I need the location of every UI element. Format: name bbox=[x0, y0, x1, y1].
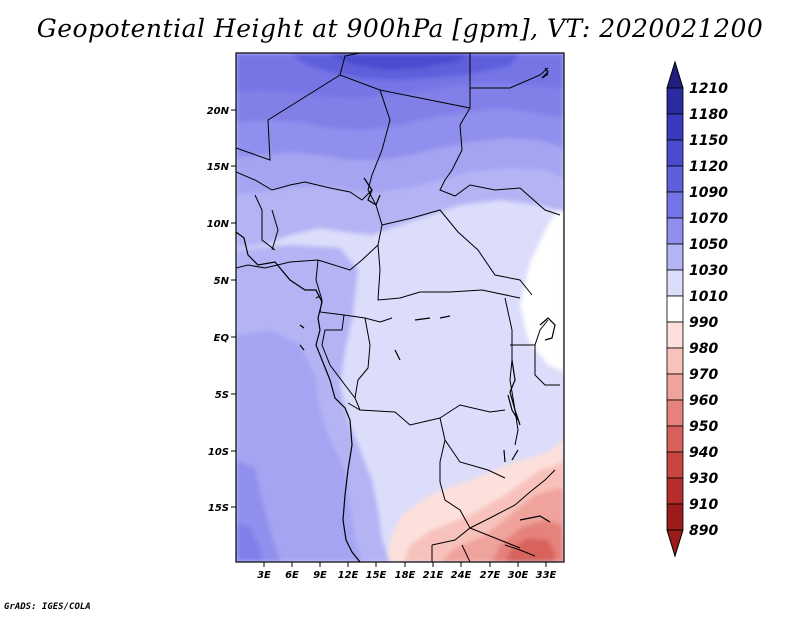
colorbar: 1210 1180 1150 1120 1090 1070 1050 1030 1010 990 9… bbox=[666, 60, 728, 558]
coastlines bbox=[236, 67, 556, 562]
lon-label: 6E bbox=[285, 570, 299, 581]
lon-label: 15E bbox=[366, 570, 387, 581]
lat-label: 20N bbox=[207, 106, 230, 117]
colorbar-label: 1120 bbox=[689, 159, 728, 175]
colorbar-label: 960 bbox=[689, 393, 718, 409]
lat-label: EQ bbox=[214, 333, 230, 344]
lat-label: 5N bbox=[214, 276, 230, 287]
lon-label: 21E bbox=[423, 570, 444, 581]
lon-label: 3E bbox=[257, 570, 271, 581]
lon-label: 18E bbox=[395, 570, 416, 581]
lat-label: 15S bbox=[208, 503, 229, 514]
colorbar-swatch bbox=[666, 165, 684, 193]
colorbar-swatch bbox=[666, 217, 684, 245]
colorbar-swatch bbox=[666, 243, 684, 271]
colorbar-arrow-bottom bbox=[666, 529, 684, 558]
country-boundaries bbox=[236, 53, 561, 562]
colorbar-label: 1090 bbox=[689, 185, 728, 201]
lon-label: 24E bbox=[451, 570, 472, 581]
lon-label: 12E bbox=[338, 570, 359, 581]
colorbar-label: 1070 bbox=[689, 211, 728, 227]
colorbar-swatch bbox=[666, 139, 684, 167]
colorbar-label: 970 bbox=[689, 367, 718, 383]
colorbar-label: 930 bbox=[689, 471, 718, 487]
lon-label: 30E bbox=[508, 570, 529, 581]
latitude-axis: 20N 15N 10N 5N EQ 5S 10S 15S bbox=[207, 106, 236, 514]
colorbar-swatch bbox=[666, 399, 684, 427]
colorbar-label: 940 bbox=[689, 445, 718, 461]
colorbar-label: 1150 bbox=[689, 133, 728, 149]
chart-title: Geopotential Height at 900hPa [gpm], VT:… bbox=[36, 14, 764, 43]
colorbar-label: 980 bbox=[689, 341, 718, 357]
colorbar-label: 890 bbox=[689, 523, 718, 539]
lat-label: 10N bbox=[207, 219, 230, 230]
colorbar-swatch bbox=[666, 503, 684, 531]
colorbar-label: 990 bbox=[689, 315, 718, 331]
colorbar-swatch bbox=[666, 451, 684, 479]
colorbar-swatch bbox=[666, 373, 684, 401]
lat-label: 5S bbox=[215, 390, 229, 401]
colorbar-swatch bbox=[666, 321, 684, 349]
longitude-axis: 3E 6E 9E 12E 15E 18E 21E 24E 27E 30E 33E bbox=[257, 562, 557, 581]
colorbar-swatch bbox=[666, 347, 684, 375]
colorbar-label: 910 bbox=[689, 497, 718, 513]
colorbar-swatch bbox=[666, 425, 684, 453]
colorbar-label: 950 bbox=[689, 419, 718, 435]
colorbar-swatch bbox=[666, 191, 684, 219]
lon-label: 33E bbox=[536, 570, 557, 581]
field-layer bbox=[236, 53, 564, 562]
colorbar-swatch bbox=[666, 477, 684, 505]
colorbar-swatch bbox=[666, 295, 684, 323]
lat-label: 15N bbox=[207, 162, 230, 173]
colorbar-label: 1210 bbox=[689, 81, 728, 97]
colorbar-label: 1050 bbox=[689, 237, 728, 253]
lon-label: 27E bbox=[480, 570, 501, 581]
colorbar-label: 1010 bbox=[689, 289, 728, 305]
colorbar-swatch bbox=[666, 113, 684, 141]
colorbar-label: 1030 bbox=[689, 263, 728, 279]
grads-credit: GrADS: IGES/COLA bbox=[4, 602, 91, 612]
colorbar-arrow-top bbox=[666, 60, 684, 89]
colorbar-swatch bbox=[666, 87, 684, 115]
colorbar-swatch bbox=[666, 269, 684, 297]
colorbar-label: 1180 bbox=[689, 107, 728, 123]
map-frame bbox=[235, 52, 565, 563]
lon-label: 9E bbox=[313, 570, 327, 581]
lat-label: 10S bbox=[208, 447, 229, 458]
